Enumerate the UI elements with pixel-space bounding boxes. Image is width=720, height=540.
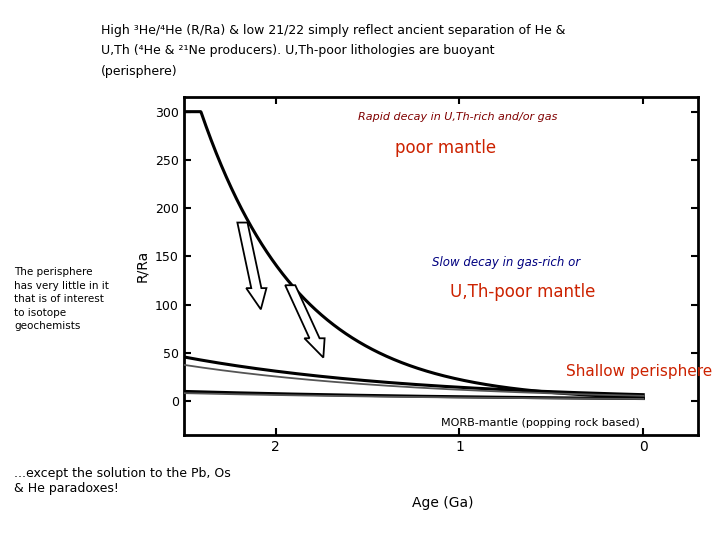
Text: to isotope: to isotope <box>14 308 66 318</box>
Text: MORB-mantle (popping rock based): MORB-mantle (popping rock based) <box>441 418 640 428</box>
Text: U,Th-poor mantle: U,Th-poor mantle <box>450 284 595 301</box>
Text: The perisphere: The perisphere <box>14 267 93 278</box>
Text: that is of interest: that is of interest <box>14 294 104 305</box>
Text: Age (Ga): Age (Ga) <box>412 496 474 510</box>
FancyArrow shape <box>238 222 266 309</box>
Text: Rapid decay in U,Th-rich and/or gas: Rapid decay in U,Th-rich and/or gas <box>359 112 557 122</box>
Text: poor mantle: poor mantle <box>395 139 496 157</box>
Text: ...except the solution to the Pb, Os: ...except the solution to the Pb, Os <box>14 467 231 480</box>
Text: Shallow perisphere: Shallow perisphere <box>566 364 712 379</box>
Text: (perisphere): (perisphere) <box>101 65 177 78</box>
FancyArrow shape <box>285 285 325 357</box>
Text: High ³He/⁴He (R/Ra) & low 21/22 simply reflect ancient separation of He &: High ³He/⁴He (R/Ra) & low 21/22 simply r… <box>101 24 565 37</box>
Text: Slow decay in gas-rich or: Slow decay in gas-rich or <box>432 256 580 269</box>
Y-axis label: R/Ra: R/Ra <box>135 250 149 282</box>
Text: has very little in it: has very little in it <box>14 281 109 291</box>
Text: & He paradoxes!: & He paradoxes! <box>14 482 120 495</box>
Text: geochemists: geochemists <box>14 321 81 332</box>
Text: U,Th (⁴He & ²¹Ne producers). U,Th-poor lithologies are buoyant: U,Th (⁴He & ²¹Ne producers). U,Th-poor l… <box>101 44 495 57</box>
